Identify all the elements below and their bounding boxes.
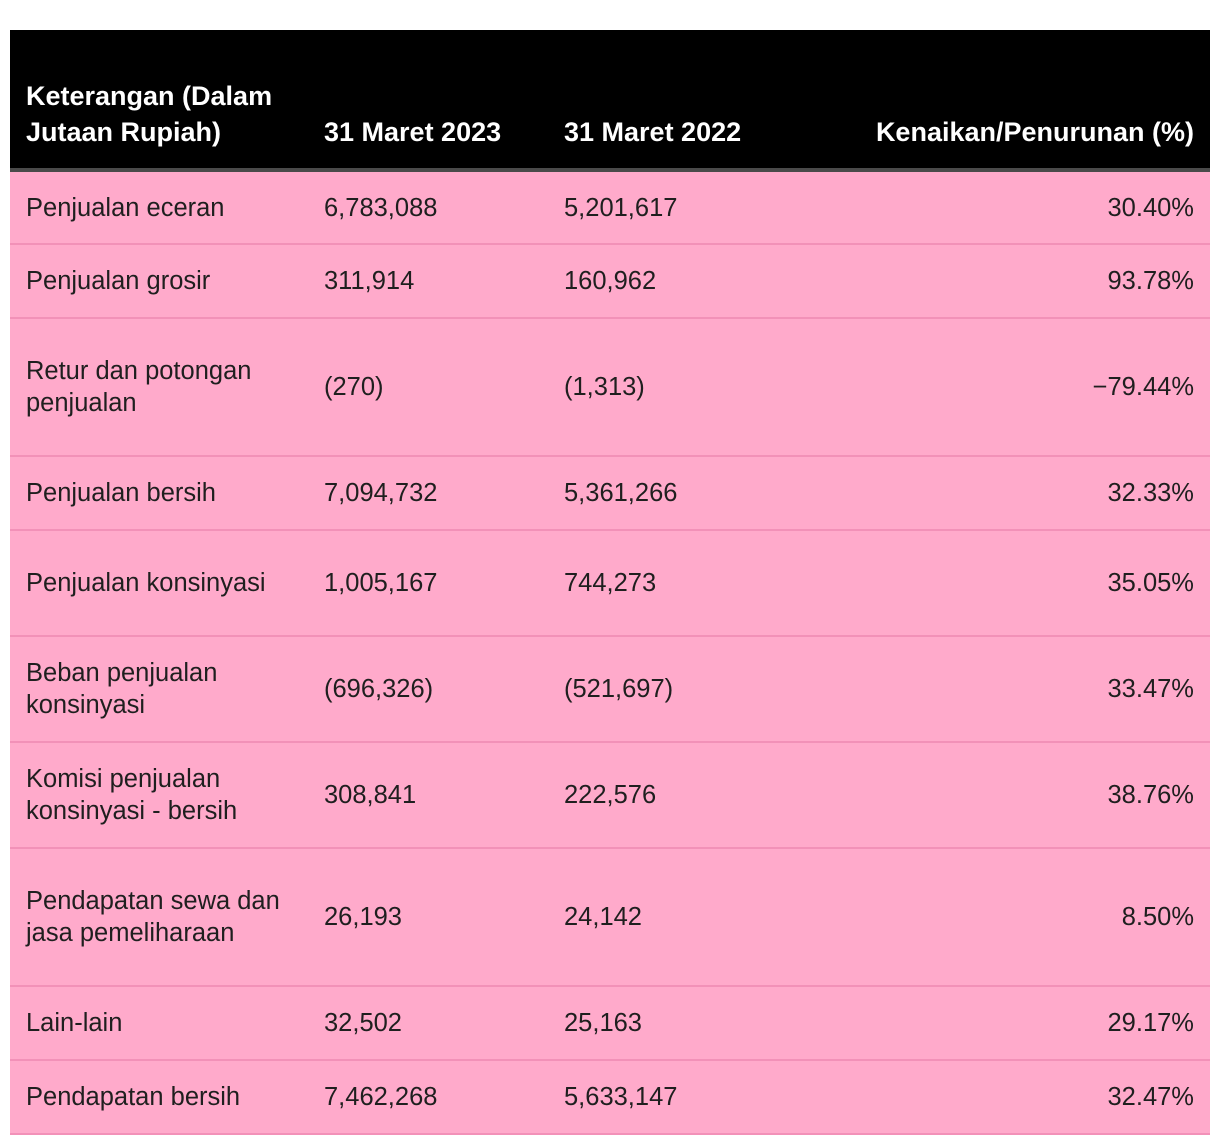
header-2023: 31 Maret 2023 xyxy=(324,117,502,147)
row-label: Retur dan potongan penjualan xyxy=(26,357,252,417)
value-2022: 222,576 xyxy=(564,781,657,809)
table-row: Komisi penjualan konsinyasi - bersih 308… xyxy=(10,742,1210,848)
value-change: 93.78% xyxy=(1107,267,1195,295)
row-label: Penjualan bersih xyxy=(26,479,216,507)
value-2023: (696,326) xyxy=(324,675,434,703)
value-2022: 5,361,266 xyxy=(564,479,678,507)
table-body: Penjualan eceran 6,783,088 5,201,617 30.… xyxy=(10,170,1210,1134)
value-2022: (521,697) xyxy=(564,675,674,703)
value-change: 29.17% xyxy=(1107,1009,1195,1037)
row-label: Penjualan konsinyasi xyxy=(26,569,266,597)
value-2023: 311,914 xyxy=(324,267,415,295)
table-row: Retur dan potongan penjualan (270) (1,31… xyxy=(10,318,1210,456)
row-label: Pendapatan bersih xyxy=(26,1083,241,1111)
value-2022: 25,163 xyxy=(564,1009,642,1037)
table-row: Pendapatan sewa dan jasa pemeliharaan 26… xyxy=(10,848,1210,986)
header-2022: 31 Maret 2022 xyxy=(564,117,742,147)
header-row: Keterangan (Dalam Jutaan Rupiah) 31 Mare… xyxy=(10,30,1210,170)
financial-table: Keterangan (Dalam Jutaan Rupiah) 31 Mare… xyxy=(10,30,1210,1135)
value-2022: 744,273 xyxy=(564,569,657,597)
value-2023: 7,094,732 xyxy=(324,479,438,507)
table-header: Keterangan (Dalam Jutaan Rupiah) 31 Mare… xyxy=(10,30,1210,170)
row-label: Pendapatan sewa dan jasa pemeliharaan xyxy=(26,887,280,947)
row-label: Penjualan eceran xyxy=(26,193,225,222)
value-2022: 5,633,147 xyxy=(564,1083,678,1111)
value-change: 32.47% xyxy=(1107,1083,1195,1111)
value-change: −79.44% xyxy=(1092,373,1194,401)
table-row: Penjualan eceran 6,783,088 5,201,617 30.… xyxy=(10,170,1210,244)
value-2023: 308,841 xyxy=(324,781,417,809)
table-row: Beban penjualan konsinyasi (696,326) (52… xyxy=(10,636,1210,742)
table-row: Penjualan bersih 7,094,732 5,361,266 32.… xyxy=(10,456,1210,530)
value-2022: 24,142 xyxy=(564,903,642,931)
value-change: 8.50% xyxy=(1121,903,1194,931)
header-keterangan: Keterangan (Dalam Jutaan Rupiah) xyxy=(26,81,273,147)
value-change: 38.76% xyxy=(1107,781,1195,809)
table-row: Penjualan konsinyasi 1,005,167 744,273 3… xyxy=(10,530,1210,636)
table-row: Lain-lain 32,502 25,163 29.17% xyxy=(10,986,1210,1060)
row-label: Beban penjualan konsinyasi xyxy=(26,659,218,719)
value-change: 35.05% xyxy=(1107,569,1195,597)
financial-table-container: Keterangan (Dalam Jutaan Rupiah) 31 Mare… xyxy=(10,30,1210,1135)
row-label: Komisi penjualan konsinyasi - bersih xyxy=(26,765,238,825)
header-change: Kenaikan/Penurunan (%) xyxy=(875,117,1194,147)
value-change: 30.40% xyxy=(1107,193,1195,222)
row-label: Penjualan grosir xyxy=(26,267,211,295)
value-2023: 26,193 xyxy=(324,903,402,931)
value-change: 33.47% xyxy=(1107,675,1195,703)
value-2023: 1,005,167 xyxy=(324,569,438,597)
value-2022: 160,962 xyxy=(564,267,657,295)
value-2023: (270) xyxy=(324,373,384,401)
value-2022: 5,201,617 xyxy=(564,193,678,222)
value-change: 32.33% xyxy=(1107,479,1195,507)
value-2023: 32,502 xyxy=(324,1009,402,1037)
row-label: Lain-lain xyxy=(26,1009,123,1037)
value-2023: 6,783,088 xyxy=(324,193,438,222)
value-2023: 7,462,268 xyxy=(324,1083,438,1111)
table-row: Pendapatan bersih 7,462,268 5,633,147 32… xyxy=(10,1060,1210,1134)
value-2022: (1,313) xyxy=(564,373,645,401)
table-row: Penjualan grosir 311,914 160,962 93.78% xyxy=(10,244,1210,318)
